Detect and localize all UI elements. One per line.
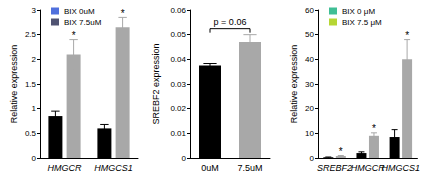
svg-text:0.01: 0.01	[170, 129, 186, 138]
svg-text:SREBF2: SREBF2	[317, 163, 352, 173]
svg-text:7.5uM: 7.5uM	[237, 163, 262, 173]
svg-text:0.04: 0.04	[170, 55, 186, 64]
svg-text:0: 0	[310, 154, 315, 163]
svg-text:0.05: 0.05	[170, 30, 186, 39]
svg-text:40: 40	[305, 55, 314, 64]
svg-text:SREBF2 expression: SREBF2 expression	[151, 43, 161, 124]
svg-text:*: *	[372, 123, 376, 134]
svg-text:0: 0	[182, 154, 187, 163]
svg-text:0.03: 0.03	[170, 80, 186, 89]
svg-text:HMGCS1: HMGCS1	[94, 163, 133, 173]
svg-text:1.5: 1.5	[25, 80, 37, 89]
svg-text:30: 30	[305, 80, 314, 89]
svg-text:HMGCS1: HMGCS1	[382, 163, 421, 173]
svg-text:0.02: 0.02	[170, 104, 186, 113]
svg-text:HMGCR: HMGCR	[351, 163, 385, 173]
svg-text:Relative expression: Relative expression	[289, 45, 299, 124]
svg-text:Relative expression: Relative expression	[9, 45, 19, 124]
svg-text:HMGCR: HMGCR	[48, 163, 82, 173]
svg-text:BIX 0 μM: BIX 0 μM	[342, 7, 375, 16]
svg-text:0.5: 0.5	[25, 129, 37, 138]
svg-text:2.5: 2.5	[25, 30, 37, 39]
svg-text:*: *	[72, 30, 76, 41]
svg-text:*: *	[339, 146, 343, 157]
svg-text:2: 2	[32, 55, 37, 64]
svg-text:10: 10	[305, 129, 314, 138]
svg-text:60: 60	[305, 6, 314, 15]
svg-text:BIX 0uM: BIX 0uM	[64, 7, 95, 16]
svg-text:*: *	[405, 30, 409, 41]
svg-text:*: *	[121, 8, 125, 19]
svg-text:BIX 7.5 μM: BIX 7.5 μM	[342, 18, 382, 27]
svg-text:1: 1	[32, 104, 37, 113]
svg-text:0uM: 0uM	[201, 163, 219, 173]
svg-text:50: 50	[305, 30, 314, 39]
svg-text:3: 3	[32, 6, 37, 15]
svg-text:p = 0.06: p = 0.06	[214, 17, 247, 27]
svg-text:20: 20	[305, 104, 314, 113]
svg-text:BIX 7.5uM: BIX 7.5uM	[64, 18, 102, 27]
svg-text:0.06: 0.06	[170, 6, 186, 15]
svg-text:0: 0	[32, 154, 37, 163]
